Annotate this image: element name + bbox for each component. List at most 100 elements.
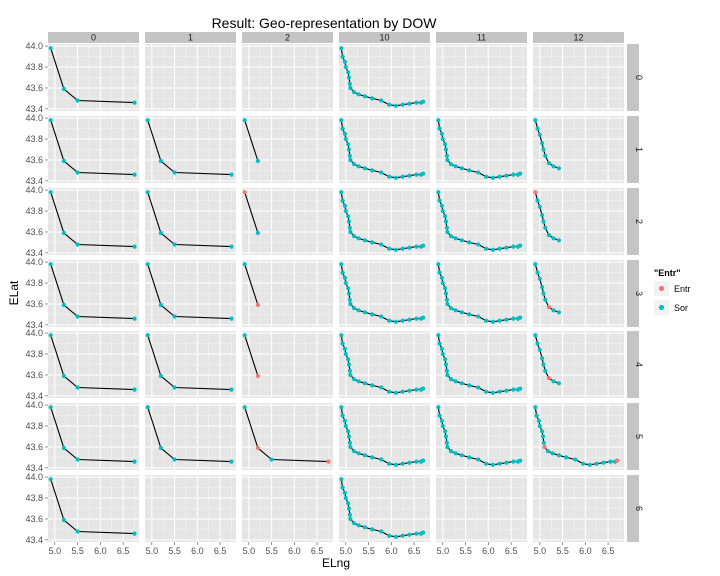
y-tick-label: 44.0 — [25, 472, 43, 482]
point-sor — [467, 240, 472, 245]
point-sor — [346, 219, 352, 224]
point-sor — [61, 158, 66, 164]
point-sor — [459, 166, 464, 171]
point-sor — [339, 333, 344, 338]
point-sor — [504, 388, 509, 393]
point-sor — [351, 234, 357, 239]
series-3-1 — [145, 262, 234, 321]
point-sor — [453, 164, 458, 169]
x-tick-label: 6.5 — [408, 546, 421, 556]
point-sor — [61, 517, 66, 523]
point-entr — [546, 376, 552, 381]
series-1-2 — [242, 118, 260, 164]
point-sor — [393, 103, 398, 108]
point-sor — [346, 362, 352, 367]
y-tick-label: 43.4 — [25, 176, 43, 186]
point-sor — [75, 170, 80, 175]
series-4-0 — [48, 333, 137, 392]
point-entr — [255, 302, 260, 308]
point-sor — [445, 157, 450, 163]
point-sor — [347, 81, 352, 86]
series-5-11 — [436, 405, 523, 467]
point-sor — [414, 100, 419, 105]
point-sor — [484, 461, 489, 466]
point-sor — [453, 236, 458, 241]
point-sor — [387, 246, 392, 251]
point-sor — [255, 230, 260, 236]
series-4-1 — [145, 333, 234, 392]
point-sor — [242, 262, 247, 267]
panel-1-0 — [48, 116, 139, 183]
point-sor — [573, 457, 578, 462]
point-sor — [229, 316, 234, 321]
point-sor — [356, 164, 361, 169]
strip-row-3 — [627, 260, 639, 327]
point-sor — [339, 118, 344, 123]
point-sor — [467, 455, 472, 460]
point-sor — [511, 387, 516, 392]
x-tick-label: 6.0 — [385, 546, 398, 556]
point-sor — [459, 238, 464, 243]
point-sor — [48, 405, 53, 410]
strip-row-label: 4 — [634, 362, 644, 367]
point-sor — [587, 462, 593, 467]
point-sor — [340, 126, 345, 131]
y-tick-label: 44.0 — [25, 328, 43, 338]
point-sor — [556, 166, 562, 171]
point-sor — [497, 461, 502, 466]
point-sor — [545, 449, 551, 454]
point-sor — [229, 244, 234, 249]
point-sor — [421, 315, 426, 320]
point-sor — [362, 310, 367, 315]
point-sor — [443, 291, 449, 296]
panel-6-11 — [436, 475, 527, 542]
x-tick-label: 6.0 — [191, 546, 204, 556]
series-1-1 — [145, 118, 234, 177]
x-tick-label: 5.0 — [437, 546, 450, 556]
y-tick-label: 43.4 — [25, 463, 43, 473]
point-sor — [342, 490, 347, 495]
point-sor — [540, 141, 545, 146]
point-sor — [342, 203, 347, 208]
point-sor — [443, 219, 449, 224]
point-entr — [546, 305, 552, 310]
strip-row-0 — [627, 44, 639, 111]
x-tick-label: 5.5 — [71, 546, 84, 556]
point-sor — [339, 405, 344, 410]
point-sor — [518, 386, 523, 391]
point-sor — [172, 170, 177, 175]
point-sor — [340, 341, 345, 346]
y-tick-label: 44.0 — [25, 41, 43, 51]
series-6-0 — [48, 477, 137, 536]
point-sor — [414, 387, 419, 392]
point-sor — [343, 136, 348, 142]
point-sor — [347, 297, 352, 302]
point-sor — [343, 351, 348, 357]
point-sor — [229, 459, 234, 464]
route-line — [244, 120, 259, 162]
point-sor — [158, 302, 163, 308]
legend-swatch-entr — [658, 285, 665, 292]
x-axis-label: ELng — [322, 556, 350, 570]
panel-3-2 — [242, 260, 333, 327]
point-sor — [543, 225, 548, 230]
point-sor — [541, 147, 546, 152]
point-sor — [535, 341, 540, 346]
point-sor — [61, 230, 66, 236]
legend-title: "Entr" — [654, 268, 681, 278]
point-sor — [533, 333, 538, 338]
point-sor — [551, 164, 556, 169]
strip-row-4 — [627, 331, 639, 398]
point-sor — [75, 529, 80, 534]
route-line — [244, 335, 259, 377]
point-sor — [346, 357, 351, 362]
strip-col-label: 1 — [188, 33, 193, 43]
series-1-0 — [48, 118, 137, 177]
point-sor — [346, 501, 351, 506]
point-sor — [346, 214, 351, 219]
y-tick-label: 43.6 — [25, 514, 43, 524]
point-sor — [414, 316, 419, 321]
route-line — [147, 192, 232, 248]
point-sor — [348, 372, 353, 378]
point-sor — [444, 297, 449, 302]
